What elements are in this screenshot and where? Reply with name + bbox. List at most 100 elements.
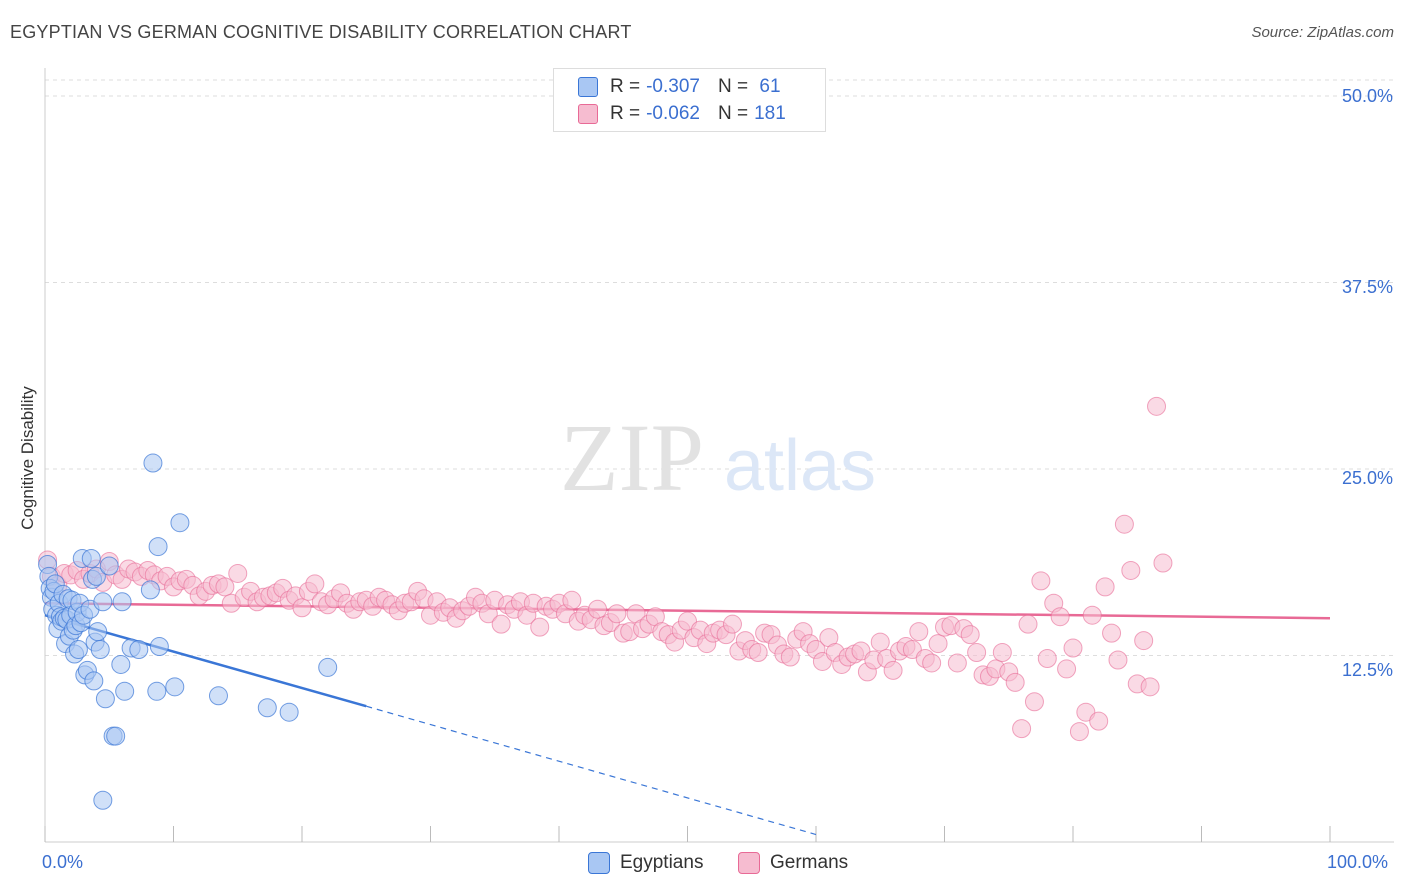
x-tick-min: 0.0% [42, 852, 84, 872]
legend-r-label: R = [610, 76, 641, 97]
german-point [992, 643, 1012, 663]
egyptians-legend-label: Egyptians [620, 852, 704, 873]
german-point [1121, 560, 1141, 580]
egyptian-point [318, 657, 338, 677]
y-tick-12-5: 12.5% [1341, 660, 1393, 680]
egyptian-point [148, 537, 168, 557]
german-point [1037, 648, 1057, 668]
german-point [305, 574, 325, 594]
data-points [38, 396, 1173, 810]
german-point [292, 598, 312, 618]
german-point [748, 643, 768, 663]
egyptian-point [147, 681, 167, 701]
legend-r-value: -0.307 [646, 76, 700, 97]
egyptian-point [90, 640, 110, 660]
x-tick-max: 100.0% [1327, 852, 1389, 872]
egyptian-point [208, 686, 228, 706]
egyptian-point [86, 566, 106, 586]
legend-egyptians[interactable]: Egyptians [588, 852, 703, 874]
correlation-legend: R = -0.307 N = 61 R = -0.062 N = 181 [553, 68, 826, 132]
german-point [491, 614, 511, 634]
german-point [1063, 638, 1083, 658]
german-point [1134, 631, 1154, 651]
legend-n-label: N = [717, 103, 749, 124]
german-point [967, 643, 987, 663]
legend-r-value: -0.062 [646, 103, 700, 124]
legend-r-label: R = [610, 103, 641, 124]
egyptians-trend-extension [366, 705, 817, 836]
legend-germans[interactable]: Germans [738, 852, 848, 874]
german-point [883, 660, 903, 680]
egyptian-point [115, 681, 135, 701]
egyptian-point [99, 556, 119, 576]
watermark-atlas: atlas [724, 426, 876, 506]
chart-title: EGYPTIAN VS GERMAN COGNITIVE DISABILITY … [10, 22, 632, 42]
egyptian-point [140, 580, 160, 600]
watermark-zip: ZIP [560, 404, 704, 511]
legend-n-value: 181 [754, 103, 786, 124]
egyptian-point [81, 549, 101, 569]
axes [44, 68, 1394, 843]
germans-legend-swatch [738, 852, 760, 874]
german-point [588, 599, 608, 619]
legend-row-germans: R = -0.062 N = 181 [578, 101, 786, 127]
german-point [1089, 711, 1109, 731]
german-point [780, 647, 800, 667]
german-point [1031, 571, 1051, 591]
german-point [1153, 553, 1173, 573]
egyptian-point [84, 671, 104, 691]
egyptian-point [111, 654, 131, 674]
legend-n-label: N = [717, 76, 749, 97]
egyptian-point [279, 702, 299, 722]
german-point [1005, 672, 1025, 692]
german-point [928, 634, 948, 654]
german-point [562, 590, 582, 610]
egyptian-point [112, 592, 132, 612]
german-point [870, 632, 890, 652]
german-point [1082, 605, 1102, 625]
german-point [1114, 514, 1134, 534]
legend-row-egyptians: R = -0.307 N = 61 [578, 74, 781, 100]
egyptian-point [143, 453, 163, 473]
source-credit: Source: ZipAtlas.com [1251, 24, 1394, 41]
german-point [722, 614, 742, 634]
y-tick-37-5: 37.5% [1341, 277, 1393, 297]
german-point [1050, 607, 1070, 627]
german-point [1024, 692, 1044, 712]
egyptian-point [88, 622, 108, 642]
german-point [960, 625, 980, 645]
egyptian-point [93, 592, 113, 612]
egyptian-point [165, 677, 185, 697]
egyptian-point [170, 513, 190, 533]
german-point [1069, 722, 1089, 742]
egyptians-swatch [578, 77, 598, 97]
egyptian-point [95, 689, 115, 709]
german-point [1102, 623, 1122, 643]
german-point [1095, 577, 1115, 597]
egyptian-point [149, 637, 169, 657]
egyptian-point [68, 640, 88, 660]
egyptian-point [129, 640, 149, 660]
german-point [607, 604, 627, 624]
grid-lines [45, 79, 1394, 656]
german-point [1147, 396, 1167, 416]
german-point [1108, 650, 1128, 670]
german-point [215, 577, 235, 597]
egyptian-point [257, 698, 277, 718]
german-point [530, 617, 550, 637]
german-point [909, 622, 929, 642]
german-point [1057, 659, 1077, 679]
german-point [922, 653, 942, 673]
german-point [1012, 719, 1032, 739]
german-point [947, 653, 967, 673]
germans-swatch [578, 104, 598, 124]
egyptian-point [106, 726, 126, 746]
y-tick-50: 50.0% [1341, 86, 1393, 106]
y-tick-25: 25.0% [1341, 468, 1393, 488]
germans-legend-label: Germans [770, 852, 849, 873]
german-point [1140, 677, 1160, 697]
german-point [1018, 614, 1038, 634]
legend-n-value: 61 [754, 76, 781, 97]
egyptian-point [93, 790, 113, 810]
